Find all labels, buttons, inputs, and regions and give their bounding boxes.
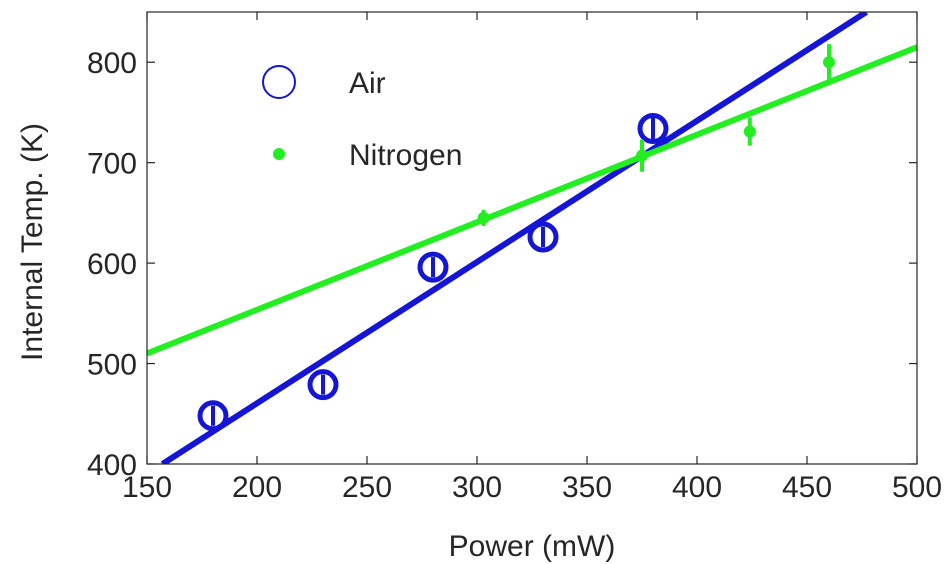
y-tick-label: 500 [87,349,137,382]
legend: Air Nitrogen [262,65,462,172]
x-tick-label: 450 [782,471,832,504]
legend-label-nitrogen: Nitrogen [349,139,462,172]
x-tick-label: 300 [452,471,502,504]
x-tick-label: 250 [342,471,392,504]
data-point-air [527,221,559,253]
data-point-air [417,251,449,283]
fit-line-air [160,12,869,464]
data-point-nitrogen [823,56,835,69]
data-point-nitrogen [477,211,490,224]
legend-label-air: Air [349,67,386,100]
x-tick-label: 350 [562,471,612,504]
x-tick-label: 500 [892,471,942,504]
legend-marker-air [262,65,296,99]
x-axis: 150 200 250 300 350 400 450 500 [122,12,942,504]
data-point-nitrogen [636,149,648,162]
y-tick-label: 400 [87,449,137,482]
plot-frame [146,11,918,465]
fit-lines [147,12,917,464]
data-points [197,44,835,432]
x-axis-label: Power (mW) [449,530,616,563]
data-point-air [307,369,339,401]
fit-line-nitrogen [147,44,917,357]
y-axis-label: Internal Temp. (K) [16,123,49,361]
x-tick-label: 400 [672,471,722,504]
data-point-nitrogen [743,125,756,138]
legend-marker-nitrogen [273,148,285,160]
data-point-air [637,113,669,145]
x-tick-label: 150 [122,471,172,504]
y-tick-label: 800 [87,47,137,80]
x-tick-label: 200 [232,471,282,504]
y-axis: 400 500 600 700 800 [87,47,917,482]
data-point-air [197,400,229,432]
y-tick-label: 700 [87,148,137,181]
y-tick-label: 600 [87,248,137,281]
